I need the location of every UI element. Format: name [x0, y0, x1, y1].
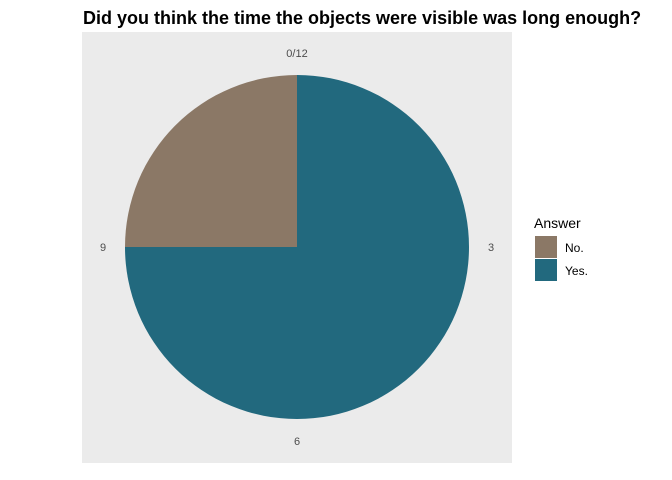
pie-tick-labels: 0/12 3 6 9: [100, 48, 494, 448]
pie-slices: [125, 75, 469, 419]
legend: Answer No. Yes.: [534, 215, 588, 281]
legend-label-yes: Yes.: [565, 264, 588, 278]
tick-label: 3: [488, 242, 494, 254]
legend-title: Answer: [534, 215, 581, 231]
legend-key-no: [535, 236, 557, 258]
tick-label: 9: [100, 242, 106, 254]
legend-label-no: No.: [565, 241, 584, 255]
tick-label: 0/12: [286, 48, 307, 60]
pie-slice-no: [125, 75, 297, 247]
chart-title: Did you think the time the objects were …: [83, 8, 641, 28]
legend-key-yes: [535, 259, 557, 281]
tick-label: 6: [294, 436, 300, 448]
